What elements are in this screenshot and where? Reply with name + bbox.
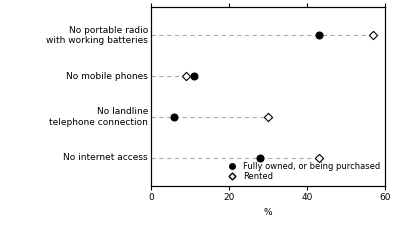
Point <box>316 156 322 159</box>
Point <box>370 34 376 37</box>
Point <box>265 115 271 119</box>
Point <box>171 115 177 119</box>
Point <box>316 34 322 37</box>
Legend: Fully owned, or being purchased, Rented: Fully owned, or being purchased, Rented <box>223 161 381 182</box>
Point <box>257 156 263 159</box>
X-axis label: %: % <box>264 208 272 217</box>
Point <box>183 74 189 78</box>
Point <box>191 74 197 78</box>
